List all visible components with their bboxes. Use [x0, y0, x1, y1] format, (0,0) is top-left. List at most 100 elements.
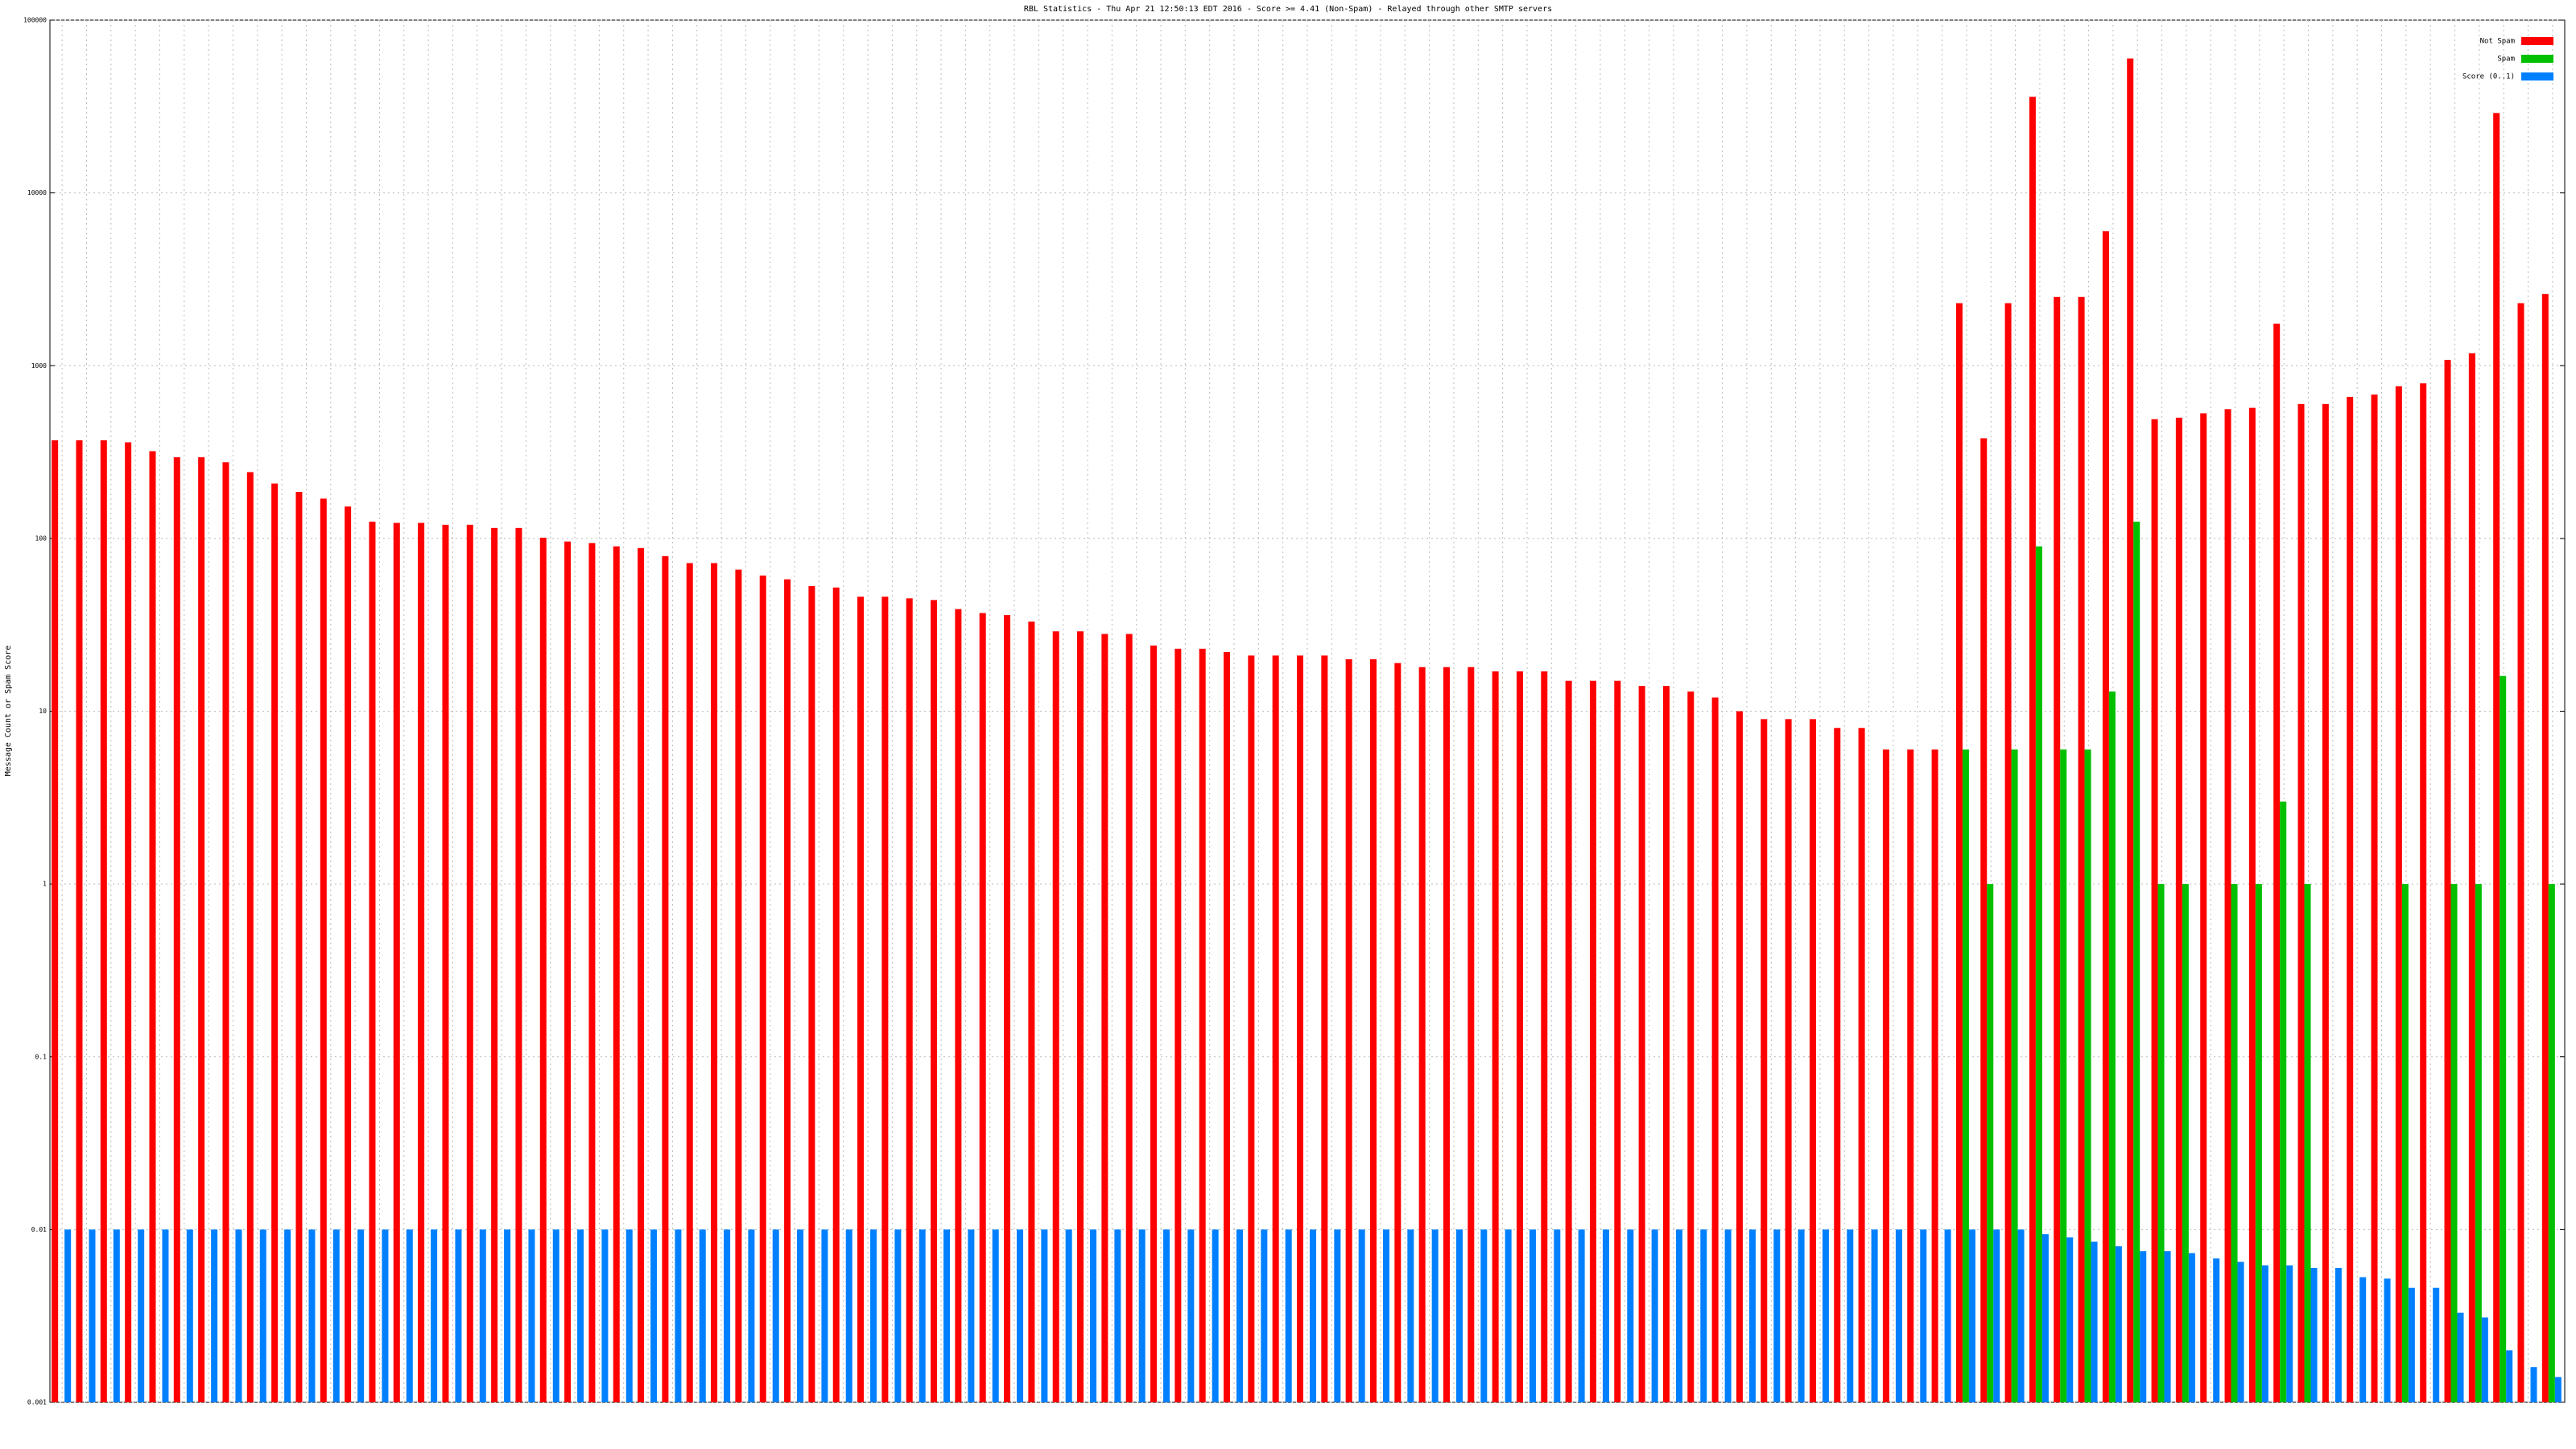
- bar: [382, 1229, 389, 1402]
- bar: [345, 506, 352, 1402]
- bar: [1944, 1229, 1951, 1402]
- bar: [2115, 1246, 2122, 1402]
- bar: [1114, 1229, 1121, 1402]
- bar: [2091, 1241, 2098, 1402]
- bar: [1809, 719, 1816, 1402]
- bar: [797, 1229, 804, 1402]
- bar: [1369, 658, 1377, 1402]
- bar: [2359, 1277, 2367, 1402]
- bar: [2420, 383, 2427, 1402]
- bar: [2200, 413, 2207, 1403]
- bar: [2255, 884, 2262, 1402]
- bar: [1627, 1229, 1634, 1402]
- bar: [1602, 1229, 1609, 1402]
- bar: [2060, 749, 2067, 1402]
- bar: [2280, 801, 2287, 1402]
- bar: [2157, 884, 2165, 1402]
- bar: [491, 527, 498, 1403]
- bar: [881, 597, 889, 1402]
- bar: [1028, 621, 1035, 1402]
- bar: [2164, 1251, 2171, 1402]
- bar: [2395, 386, 2402, 1403]
- bar: [1987, 884, 1994, 1402]
- bar: [149, 451, 156, 1402]
- bar: [724, 1229, 731, 1402]
- bar: [1968, 1229, 1975, 1402]
- bar: [821, 1229, 828, 1402]
- bar: [2175, 417, 2182, 1402]
- bar: [1516, 671, 1523, 1402]
- bar: [1004, 615, 1011, 1402]
- bar: [2401, 884, 2409, 1402]
- bar: [1443, 667, 1450, 1402]
- bar: [100, 440, 107, 1402]
- bar: [2041, 1234, 2049, 1402]
- bar: [1565, 680, 1572, 1402]
- bar: [1187, 1229, 1195, 1402]
- bar: [2457, 1312, 2464, 1402]
- bar: [1174, 648, 1182, 1402]
- bar: [1163, 1229, 1170, 1402]
- bar: [784, 579, 791, 1402]
- bar: [2029, 97, 2036, 1403]
- bar: [2102, 231, 2109, 1403]
- bar: [113, 1229, 120, 1402]
- bar: [2506, 1350, 2513, 1402]
- bar: [735, 569, 742, 1402]
- bar: [125, 442, 132, 1403]
- bar: [832, 587, 840, 1402]
- bar: [186, 1229, 193, 1402]
- bar: [479, 1229, 486, 1402]
- bar: [1638, 686, 1645, 1402]
- bar: [1077, 631, 1084, 1402]
- bar: [1895, 1229, 1902, 1402]
- bar: [1090, 1229, 1097, 1402]
- bar: [772, 1229, 779, 1402]
- bar: [2500, 675, 2507, 1402]
- bar: [211, 1229, 218, 1402]
- bar: [1236, 1229, 1244, 1402]
- bar: [1589, 680, 1596, 1402]
- bar: [1578, 1229, 1585, 1402]
- bar: [89, 1229, 96, 1402]
- bar: [613, 546, 620, 1402]
- bar: [1662, 686, 1670, 1402]
- bar: [2517, 303, 2524, 1403]
- bar: [638, 547, 645, 1402]
- bar: [943, 1229, 951, 1402]
- bar: [931, 600, 938, 1402]
- bar: [138, 1229, 145, 1402]
- bar: [1858, 728, 1865, 1402]
- bar: [64, 1229, 72, 1402]
- bar: [2273, 324, 2281, 1403]
- bar: [393, 522, 400, 1402]
- bar: [577, 1229, 584, 1402]
- y-tick-label: 0.001: [27, 1399, 47, 1406]
- y-tick-label: 0.01: [31, 1226, 47, 1233]
- bar: [295, 492, 303, 1402]
- bar: [466, 524, 473, 1402]
- bar: [1920, 1229, 1927, 1402]
- bar: [1138, 1229, 1146, 1402]
- bar: [1150, 645, 1158, 1402]
- bar: [515, 527, 522, 1403]
- bar: [2084, 749, 2091, 1402]
- bar: [588, 543, 596, 1402]
- bar: [2133, 522, 2140, 1402]
- bar: [2475, 884, 2482, 1402]
- bar: [1224, 652, 1231, 1402]
- bar: [650, 1229, 658, 1402]
- bar: [711, 563, 718, 1402]
- bar: [1962, 749, 1969, 1402]
- bar: [857, 597, 865, 1402]
- bar: [2444, 360, 2451, 1402]
- bar: [1761, 719, 1768, 1402]
- bar: [1736, 711, 1743, 1402]
- bar: [173, 457, 180, 1402]
- bar: [442, 524, 449, 1402]
- bar: [271, 483, 279, 1403]
- bar: [1261, 1229, 1268, 1402]
- bar: [2297, 403, 2305, 1403]
